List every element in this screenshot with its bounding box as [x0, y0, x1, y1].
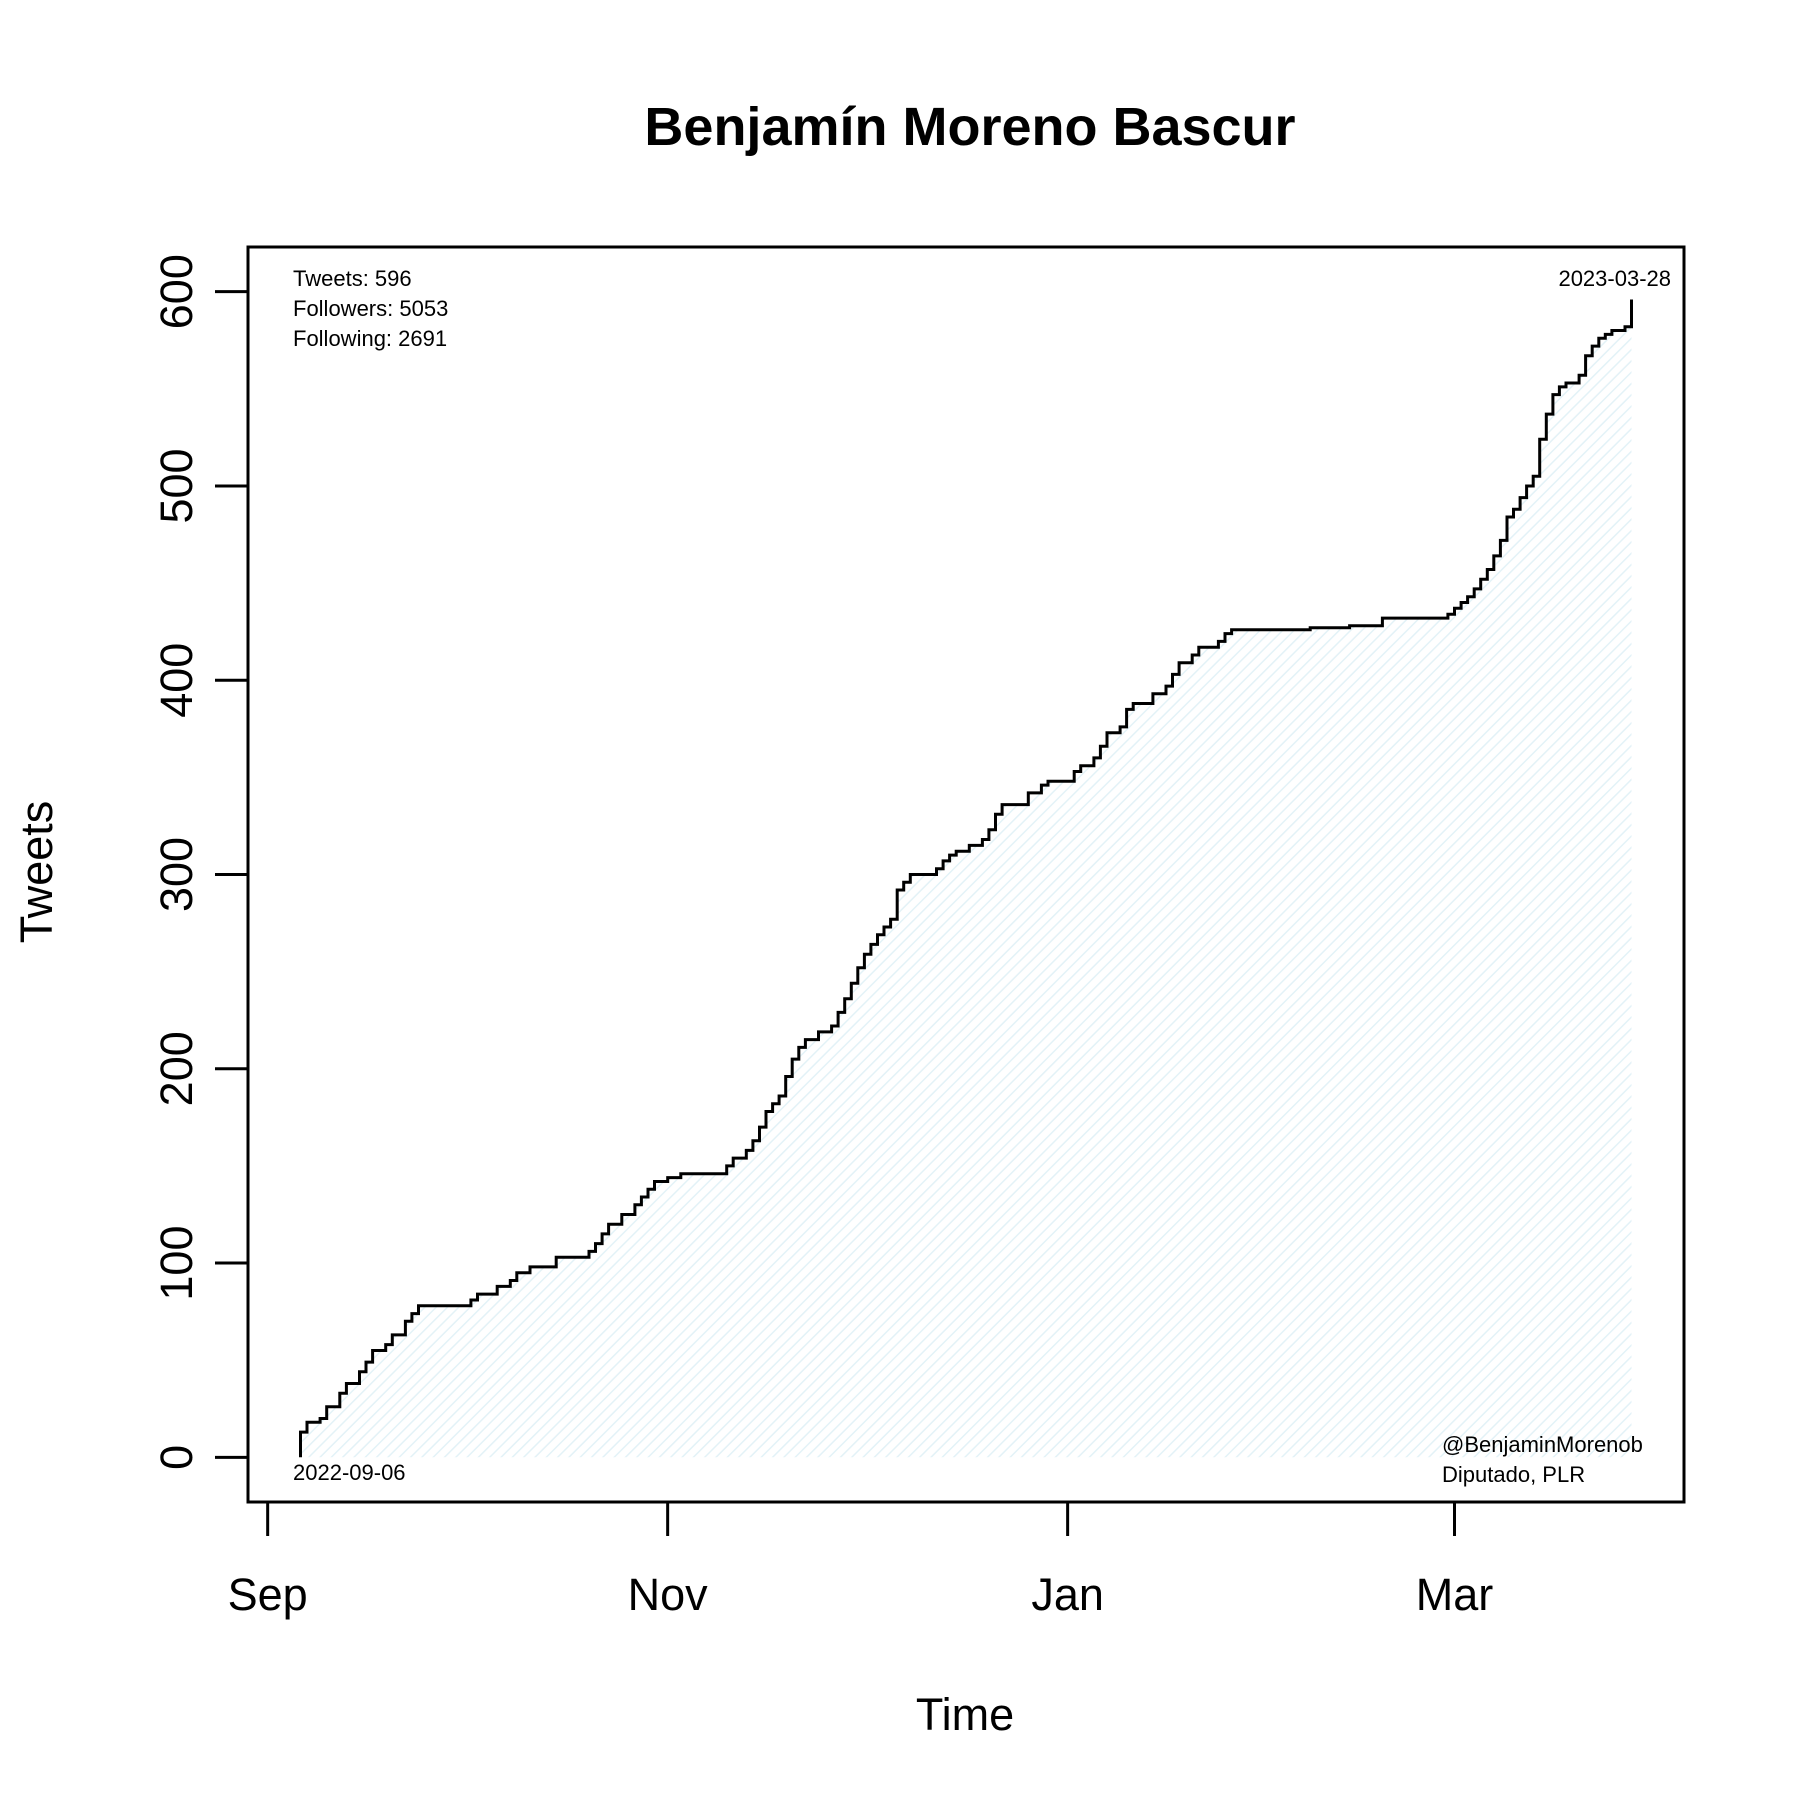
plot-content	[299, 299, 1633, 1458]
y-axis-label: Tweets	[11, 801, 62, 944]
x-tick-label: Jan	[1031, 1569, 1104, 1620]
x-axis: Sep Nov Jan Mar	[228, 1500, 1494, 1620]
y-tick-label: 100	[151, 1225, 202, 1300]
cumulative-area-fill	[300, 299, 1632, 1458]
y-axis-label-wrap: Tweets	[11, 801, 62, 944]
stat-followers: Followers: 5053	[293, 296, 448, 321]
chart-title: Benjamín Moreno Bascur	[644, 97, 1295, 157]
x-tick-label: Nov	[628, 1569, 709, 1620]
start-date-label: 2022-09-06	[293, 1460, 406, 1485]
handle-label: @BenjaminMorenob	[1442, 1432, 1643, 1457]
y-tick-label: 200	[151, 1031, 202, 1106]
x-axis-label: Time	[916, 1689, 1014, 1740]
x-tick-label: Sep	[228, 1569, 308, 1620]
end-date-label: 2023-03-28	[1558, 266, 1671, 291]
stat-tweets: Tweets: 596	[293, 266, 412, 291]
y-axis: 0 100 200 300 400 500 600	[151, 254, 250, 1470]
cumulative-tweets-line	[299, 299, 1633, 1458]
y-tick-label: 300	[151, 837, 202, 912]
y-tick-label: 400	[151, 643, 202, 718]
y-tick-label: 600	[151, 254, 202, 329]
x-tick-label: Mar	[1416, 1569, 1494, 1620]
y-tick-label: 0	[151, 1445, 202, 1470]
role-label: Diputado, PLR	[1442, 1462, 1585, 1487]
y-tick-label: 500	[151, 448, 202, 523]
stat-following: Following: 2691	[293, 326, 447, 351]
